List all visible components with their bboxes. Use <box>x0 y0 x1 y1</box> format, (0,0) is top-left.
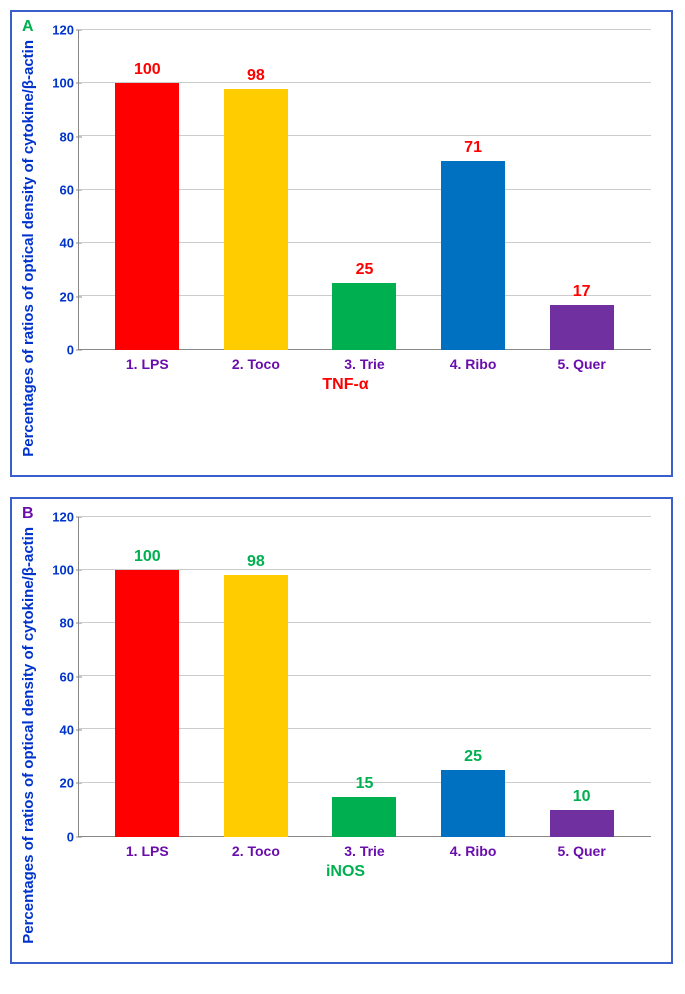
bar-slot: 71 <box>441 139 505 350</box>
x-category-label: 2. Toco <box>224 356 288 372</box>
bar-slot: 17 <box>550 283 614 350</box>
bar-slot: 10 <box>550 788 614 837</box>
bar-slot: 25 <box>332 261 396 350</box>
bar <box>332 797 396 837</box>
bar <box>441 161 505 350</box>
bar-value-label: 98 <box>247 67 265 85</box>
bar <box>224 89 288 350</box>
y-tick-label: 0 <box>67 343 74 358</box>
chart-b: Percentages of ratios of optical density… <box>12 499 671 962</box>
bar-slot: 98 <box>224 67 288 350</box>
x-category-label: 5. Quer <box>550 356 614 372</box>
y-tick-label: 100 <box>52 563 74 578</box>
x-category-label: 3. Trie <box>332 356 396 372</box>
y-tick-label: 120 <box>52 509 74 524</box>
y-tick-label: 40 <box>60 236 74 251</box>
bar-value-label: 71 <box>464 139 482 157</box>
bar-slot: 98 <box>224 553 288 836</box>
bar <box>224 575 288 836</box>
y-tick-label: 80 <box>60 616 74 631</box>
bar-value-label: 10 <box>573 788 591 806</box>
bar-value-label: 100 <box>134 548 161 566</box>
x-category-label: 4. Ribo <box>441 356 505 372</box>
x-category-label: 4. Ribo <box>441 843 505 859</box>
x-category-label: 3. Trie <box>332 843 396 859</box>
y-tick-label: 20 <box>60 289 74 304</box>
panel-b: B Percentages of ratios of optical densi… <box>10 497 673 964</box>
plot-area-b: 020406080100120 10098152510 <box>48 517 651 837</box>
bar-value-label: 25 <box>356 261 374 279</box>
bar-slot: 25 <box>441 748 505 837</box>
bar <box>550 305 614 350</box>
x-categories-b: 1. LPS 2. Toco 3. Trie 4. Ribo 5. Quer <box>78 837 651 859</box>
y-tick-label: 20 <box>60 776 74 791</box>
y-tick-label: 60 <box>60 669 74 684</box>
x-category-label: 1. LPS <box>115 843 179 859</box>
y-axis-label-a: Percentages of ratios of optical density… <box>18 30 40 467</box>
bar-value-label: 25 <box>464 748 482 766</box>
bar-value-label: 17 <box>573 283 591 301</box>
bar-value-label: 100 <box>134 61 161 79</box>
bar <box>115 83 179 350</box>
bar <box>550 810 614 837</box>
y-tick-label: 100 <box>52 76 74 91</box>
bar-slot: 100 <box>115 61 179 350</box>
x-axis-label-b: iNOS <box>40 863 651 881</box>
x-category-label: 2. Toco <box>224 843 288 859</box>
y-tick-label: 80 <box>60 129 74 144</box>
bar-value-label: 15 <box>356 775 374 793</box>
bar-slot: 15 <box>332 775 396 837</box>
y-axis-label-b: Percentages of ratios of optical density… <box>18 517 40 954</box>
chart-a: Percentages of ratios of optical density… <box>12 12 671 475</box>
bar <box>441 770 505 837</box>
y-tick-label: 60 <box>60 183 74 198</box>
x-axis-label-a: TNF-α <box>40 376 651 394</box>
y-tick-label: 120 <box>52 23 74 38</box>
y-tick-label: 40 <box>60 723 74 738</box>
x-category-label: 1. LPS <box>115 356 179 372</box>
bar-value-label: 98 <box>247 553 265 571</box>
bar <box>115 570 179 837</box>
panel-a: A Percentages of ratios of optical densi… <box>10 10 673 477</box>
plot-area-a: 020406080100120 10098257117 <box>48 30 651 350</box>
bar-slot: 100 <box>115 548 179 837</box>
x-category-label: 5. Quer <box>550 843 614 859</box>
y-tick-label: 0 <box>67 829 74 844</box>
x-categories-a: 1. LPS 2. Toco 3. Trie 4. Ribo 5. Quer <box>78 350 651 372</box>
bar <box>332 283 396 350</box>
